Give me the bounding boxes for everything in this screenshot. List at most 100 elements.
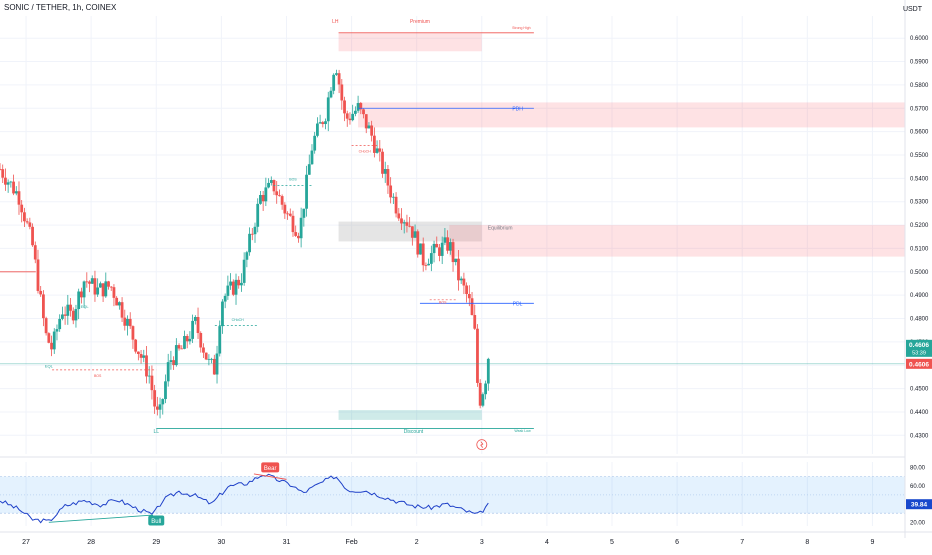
candle [383,161,387,183]
candle-body [93,278,97,295]
candle [288,208,292,217]
candle-body [405,222,409,226]
candle [191,314,195,344]
candle [90,275,94,285]
candle [196,307,200,339]
candle-body [264,187,268,202]
candle [429,245,433,272]
candle-body [446,237,450,251]
current-price-value: 0.4606 [909,342,929,349]
candle-body [36,259,40,291]
candle-body [109,286,113,288]
rsi-tick-label: 60.00 [910,484,926,490]
currency-label: USDT [902,6,922,13]
candle [294,225,298,237]
bear-signal-badge [261,462,280,473]
bull-divergence-line [48,514,154,523]
candle [93,270,97,302]
candle [166,353,170,387]
candle-body [12,181,15,194]
candle-body [96,287,100,295]
candle-body [345,113,349,119]
candle-body [25,221,29,223]
candle [6,179,10,193]
price-axis-bg [905,0,932,550]
time-tick-label: 8 [805,539,809,546]
candle-body [378,148,382,152]
candle [12,174,15,196]
candle-body [408,225,412,227]
candle-body [20,204,24,213]
candle-body [242,259,246,283]
annotation-eql-mid: EQL [81,304,90,309]
annotation-choch-left: CHoCH [232,318,245,322]
price-tick-label: 0.5100 [910,246,929,252]
candle [286,211,289,220]
candle [42,290,45,327]
candle [470,292,474,316]
candle [117,301,121,310]
candle [223,293,227,309]
candle [69,297,72,317]
candle-body [139,354,143,358]
candle-body [310,150,314,165]
candle [297,232,300,243]
annotation-ll: LL [153,429,159,435]
candle [264,177,268,207]
candle-body [188,338,192,342]
candle [185,334,189,349]
candle-body [142,355,146,358]
candle-body [481,394,485,406]
candle-body [28,222,32,227]
candle [372,127,376,158]
candle [23,207,26,228]
candle [237,276,241,289]
candle [370,120,374,142]
candle-body [128,318,132,327]
candle [476,324,479,387]
candle-body [234,279,238,295]
candle [104,272,108,298]
annotation-choch-top: CHoCH [359,150,372,154]
candle-body [473,315,477,329]
candle [367,122,371,129]
candle [234,273,238,305]
candle [52,328,56,354]
candle-body [199,333,203,348]
candle-body [351,113,355,121]
candle-body [90,278,94,284]
candle [169,350,173,370]
candle-body [318,122,322,124]
candle [161,398,165,415]
candle [345,110,349,127]
candle [134,338,138,354]
candle-body [136,351,140,355]
candle [291,210,295,237]
candle-body [348,118,352,121]
candle [202,343,205,359]
time-tick-label: 7 [740,539,744,546]
candle-body [470,298,474,316]
time-tick-label: 30 [217,539,225,546]
candle-body [101,283,105,297]
candle-body [223,295,227,302]
candle [14,186,18,196]
price-tick-label: 0.5900 [910,60,929,66]
candle [381,148,384,178]
candle-body [193,317,197,321]
bear-divergence-line [253,473,287,480]
candle-body [166,362,170,382]
candle [112,284,116,307]
candle [71,307,75,325]
candle [107,280,110,290]
rsi-tick-label: 80.00 [910,465,926,471]
candle-body [419,243,422,255]
candle [96,278,100,297]
rsi-tick-label: 20.00 [910,520,926,526]
candle [413,224,417,238]
candle-body [14,191,18,194]
annotation-lh: LH [332,19,339,25]
candle-body [400,218,403,224]
